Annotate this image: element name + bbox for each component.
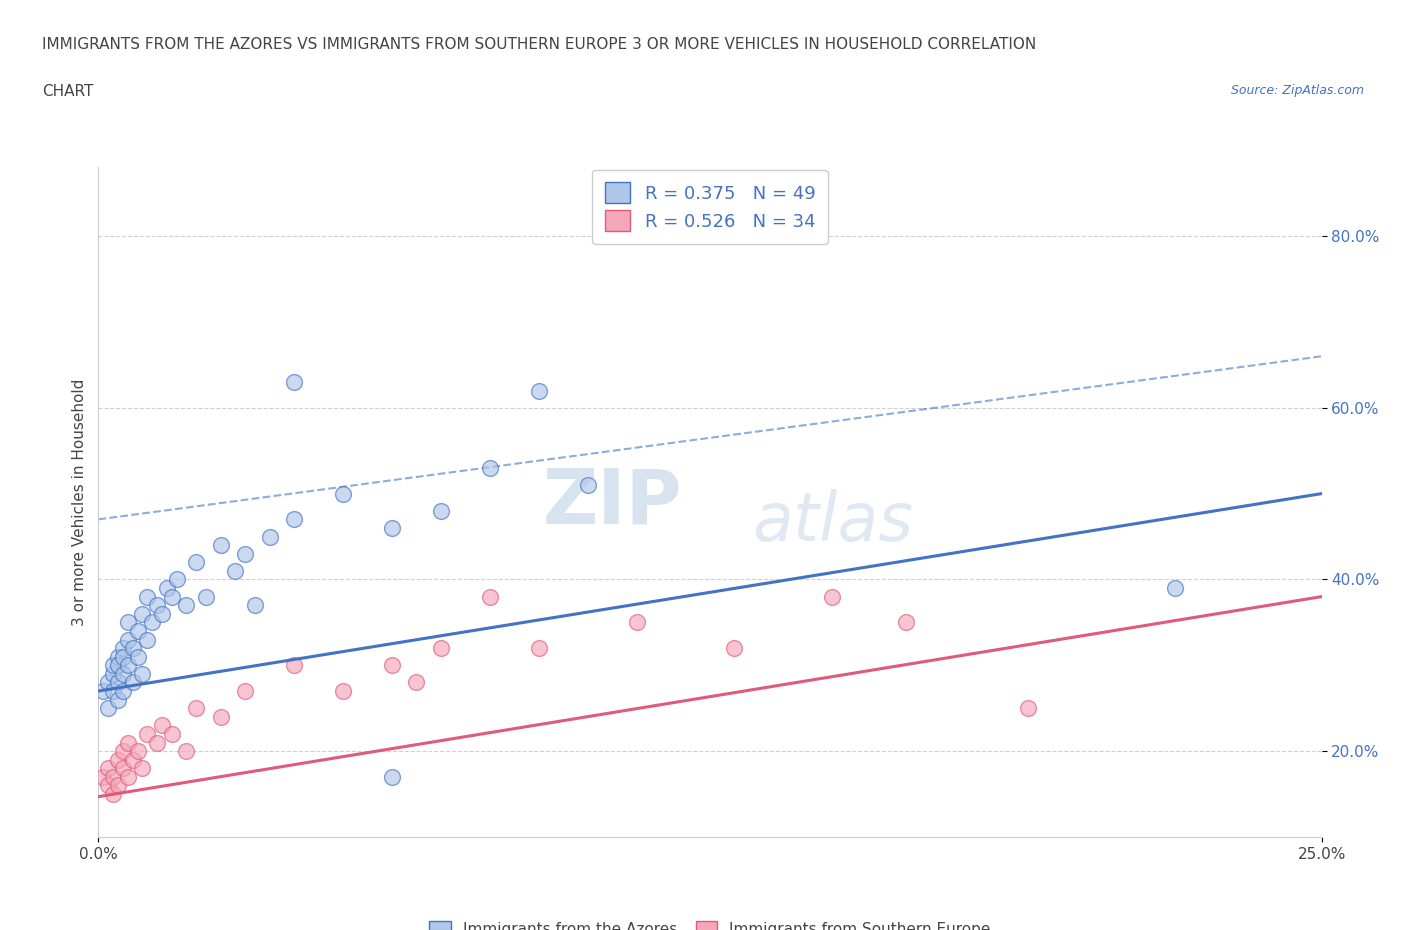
Point bbox=[97, 675, 120, 690]
Point bbox=[821, 590, 844, 604]
Point bbox=[136, 590, 159, 604]
Point bbox=[1164, 580, 1187, 595]
Point bbox=[107, 658, 129, 672]
Point bbox=[478, 460, 501, 475]
Text: CHART: CHART bbox=[42, 84, 94, 99]
Point bbox=[101, 787, 124, 802]
Point bbox=[101, 684, 124, 698]
Point bbox=[117, 769, 139, 784]
Point bbox=[107, 692, 129, 707]
Point bbox=[233, 546, 256, 561]
Point bbox=[101, 667, 124, 682]
Point bbox=[332, 486, 354, 501]
Point bbox=[626, 615, 648, 630]
Point bbox=[136, 726, 159, 741]
Point bbox=[527, 641, 550, 656]
Point bbox=[156, 580, 179, 595]
Point bbox=[107, 752, 129, 767]
Point bbox=[111, 761, 134, 776]
Point bbox=[121, 641, 143, 656]
Point bbox=[527, 383, 550, 398]
Point bbox=[127, 649, 149, 664]
Point bbox=[209, 538, 232, 552]
Point bbox=[259, 529, 281, 544]
Point bbox=[478, 590, 501, 604]
Point bbox=[117, 658, 139, 672]
Point bbox=[117, 632, 139, 647]
Text: Source: ZipAtlas.com: Source: ZipAtlas.com bbox=[1230, 84, 1364, 97]
Point bbox=[111, 641, 134, 656]
Point bbox=[111, 649, 134, 664]
Point bbox=[160, 726, 183, 741]
Point bbox=[97, 778, 120, 793]
Point bbox=[117, 615, 139, 630]
Point bbox=[150, 718, 173, 733]
Point bbox=[97, 701, 120, 716]
Point bbox=[243, 598, 266, 613]
Point bbox=[160, 590, 183, 604]
Point bbox=[111, 667, 134, 682]
Point bbox=[576, 478, 599, 493]
Point bbox=[176, 744, 198, 759]
Point bbox=[186, 701, 208, 716]
Y-axis label: 3 or more Vehicles in Household: 3 or more Vehicles in Household bbox=[72, 379, 87, 626]
Point bbox=[332, 684, 354, 698]
Point bbox=[111, 684, 134, 698]
Point bbox=[141, 615, 163, 630]
Point bbox=[283, 375, 305, 390]
Point bbox=[381, 521, 404, 536]
Point bbox=[101, 769, 124, 784]
Point bbox=[146, 735, 169, 750]
Point bbox=[209, 710, 232, 724]
Point bbox=[224, 564, 246, 578]
Point bbox=[405, 675, 427, 690]
Point bbox=[430, 641, 453, 656]
Point bbox=[176, 598, 198, 613]
Text: atlas: atlas bbox=[752, 489, 912, 555]
Point bbox=[117, 735, 139, 750]
Point bbox=[121, 675, 143, 690]
Text: ZIP: ZIP bbox=[543, 465, 682, 539]
Point bbox=[166, 572, 188, 587]
Point bbox=[107, 675, 129, 690]
Point bbox=[894, 615, 917, 630]
Text: IMMIGRANTS FROM THE AZORES VS IMMIGRANTS FROM SOUTHERN EUROPE 3 OR MORE VEHICLES: IMMIGRANTS FROM THE AZORES VS IMMIGRANTS… bbox=[42, 37, 1036, 52]
Point bbox=[381, 769, 404, 784]
Point bbox=[150, 606, 173, 621]
Point bbox=[131, 761, 153, 776]
Point bbox=[195, 590, 218, 604]
Point bbox=[146, 598, 169, 613]
Point bbox=[430, 503, 453, 518]
Point bbox=[111, 744, 134, 759]
Point bbox=[121, 752, 143, 767]
Point bbox=[1017, 701, 1039, 716]
Point bbox=[127, 744, 149, 759]
Point bbox=[101, 658, 124, 672]
Point bbox=[97, 761, 120, 776]
Point bbox=[91, 684, 114, 698]
Point bbox=[131, 667, 153, 682]
Point bbox=[107, 649, 129, 664]
Legend: Immigrants from the Azores, Immigrants from Southern Europe: Immigrants from the Azores, Immigrants f… bbox=[420, 911, 1000, 930]
Point bbox=[127, 623, 149, 638]
Point bbox=[283, 658, 305, 672]
Point bbox=[136, 632, 159, 647]
Point bbox=[107, 778, 129, 793]
Point bbox=[186, 555, 208, 570]
Point bbox=[91, 769, 114, 784]
Point bbox=[283, 512, 305, 526]
Point bbox=[233, 684, 256, 698]
Point bbox=[723, 641, 745, 656]
Point bbox=[381, 658, 404, 672]
Point bbox=[131, 606, 153, 621]
